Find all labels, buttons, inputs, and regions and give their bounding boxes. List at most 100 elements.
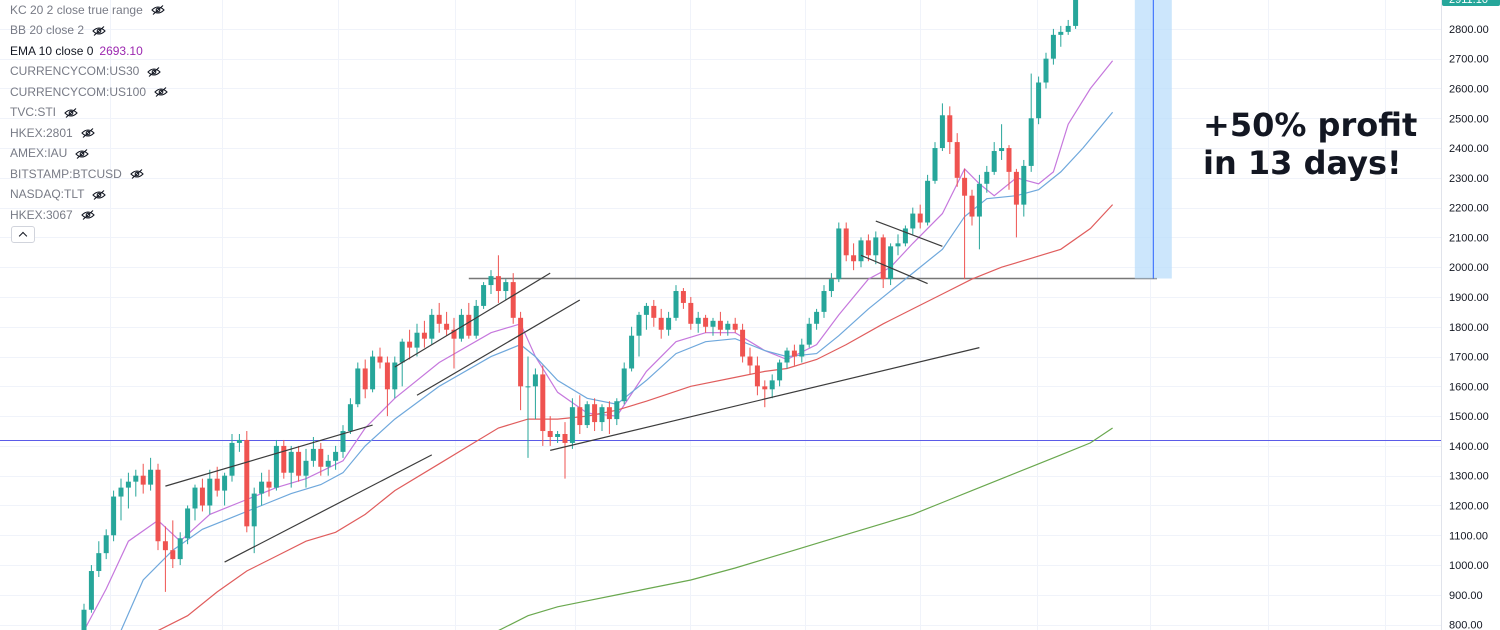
- candle-body: [599, 407, 605, 423]
- candle-body: [828, 279, 834, 292]
- candle-body: [636, 314, 642, 336]
- candle-body: [347, 404, 353, 432]
- candle-body: [177, 538, 183, 560]
- target-box: [1134, 0, 1172, 279]
- candle: [680, 288, 686, 309]
- eye-crossed-icon[interactable]: [92, 189, 107, 200]
- candle-body: [481, 285, 487, 306]
- candle-body: [1058, 31, 1064, 35]
- legend-item[interactable]: KC 20 2 close true range: [10, 0, 168, 21]
- candle-body: [1073, 0, 1079, 26]
- price-tick-label: 1400.00: [1449, 441, 1489, 453]
- candle-body: [362, 368, 368, 390]
- candle-body: [925, 180, 931, 223]
- legend-item[interactable]: AMEX:IAU: [10, 144, 168, 165]
- candle: [777, 359, 783, 387]
- candle: [296, 445, 302, 482]
- candle-body: [939, 115, 945, 149]
- price-tick-label: 1500.00: [1449, 411, 1489, 423]
- eye-crossed-icon[interactable]: [130, 169, 144, 180]
- candle-body: [525, 386, 531, 388]
- candle: [266, 469, 272, 497]
- candle-body: [1050, 34, 1056, 59]
- legend-item[interactable]: BB 20 close 2: [10, 21, 168, 42]
- legend-item[interactable]: CURRENCYCOM:US30: [10, 62, 168, 83]
- candle-body: [710, 320, 716, 327]
- candles: [81, 0, 1079, 630]
- eye-crossed-icon[interactable]: [75, 148, 90, 159]
- candle: [1043, 52, 1049, 89]
- last-price-label: 2911.10: [1449, 0, 1488, 6]
- legend-item-label: BB 20 close 2: [10, 23, 85, 38]
- eye-crossed-icon[interactable]: [80, 128, 95, 139]
- candle: [347, 398, 353, 434]
- price-tick-label: 2700.00: [1449, 54, 1489, 66]
- legend-item-label: HKEX:3067: [10, 207, 73, 222]
- candle: [111, 490, 117, 542]
- candle-body: [207, 478, 213, 506]
- legend-item[interactable]: HKEX:2801: [10, 123, 168, 144]
- candle-body: [740, 329, 746, 357]
- candle-body: [932, 148, 938, 181]
- eye-crossed-icon[interactable]: [150, 5, 165, 16]
- candle: [821, 285, 827, 318]
- candle: [754, 356, 760, 396]
- price-tick-label: 1900.00: [1449, 292, 1489, 304]
- legend-item[interactable]: TVC:STI: [10, 103, 168, 124]
- candle-body: [562, 434, 568, 443]
- candle: [932, 142, 938, 184]
- candle-body: [148, 469, 154, 485]
- ma200-line: [498, 427, 1113, 630]
- legend-item[interactable]: CURRENCYCOM:US100: [10, 82, 168, 103]
- price-axis[interactable]: 800.00 900.00 1000.00 1100.00 1200.00 1300.00…: [1441, 0, 1500, 630]
- eye-crossed-icon[interactable]: [154, 87, 168, 98]
- candle-body: [310, 448, 316, 461]
- candle-body: [769, 380, 775, 390]
- collapse-legend-button[interactable]: [11, 226, 35, 243]
- candle-body: [155, 469, 161, 542]
- candle: [333, 445, 339, 470]
- candle-body: [333, 451, 339, 461]
- candle: [976, 174, 982, 250]
- candle: [843, 222, 849, 262]
- candle: [910, 207, 916, 235]
- candle-body: [732, 323, 738, 330]
- candle: [214, 466, 220, 497]
- legend-item[interactable]: HKEX:3067: [10, 205, 168, 226]
- indicator-legend: KC 20 2 close true range BB 20 close 2 EMA…: [10, 0, 168, 226]
- candle: [540, 365, 546, 446]
- candle-body: [577, 407, 583, 426]
- candle: [162, 526, 168, 592]
- candle: [1050, 28, 1056, 65]
- candle: [377, 347, 383, 369]
- legend-item[interactable]: BITSTAMP:BTCUSD: [10, 164, 168, 185]
- legend-item[interactable]: NASDAQ:TLT: [10, 185, 168, 206]
- candle-body: [836, 228, 842, 280]
- price-tick-label: 1600.00: [1449, 381, 1489, 393]
- eye-crossed-icon[interactable]: [80, 210, 95, 221]
- candle: [784, 347, 790, 369]
- candle-body: [725, 323, 731, 330]
- candle: [836, 222, 842, 283]
- candle: [96, 541, 102, 577]
- eye-crossed-icon[interactable]: [147, 66, 162, 77]
- legend-item[interactable]: EMA 10 close 0 2693.10: [10, 41, 168, 62]
- eye-crossed-icon[interactable]: [92, 25, 106, 36]
- candle-body: [799, 344, 805, 357]
- candle-body: [288, 451, 294, 473]
- candle: [1058, 25, 1064, 47]
- candle: [303, 448, 309, 488]
- candle-body: [340, 431, 346, 452]
- candle: [710, 317, 716, 336]
- candle-body: [125, 481, 131, 488]
- last-price-tag: 2911.10: [1442, 0, 1500, 6]
- candle-body: [651, 305, 657, 318]
- candle-body: [762, 386, 768, 390]
- candle-body: [259, 481, 265, 494]
- price-tick-label: 2100.00: [1449, 232, 1489, 244]
- candle-body: [754, 365, 760, 387]
- candle-body: [192, 487, 198, 509]
- eye-crossed-icon[interactable]: [64, 107, 78, 118]
